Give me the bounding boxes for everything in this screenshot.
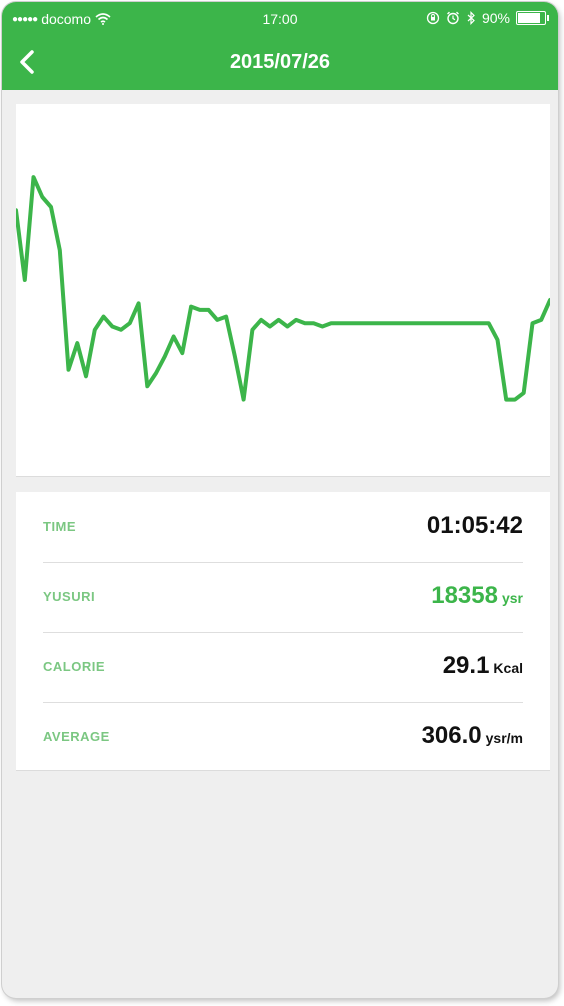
stat-row-average: AVERAGE 306.0 ysr/m — [43, 702, 523, 772]
stat-row-yusuri: YUSURI 18358 ysr — [43, 562, 523, 633]
battery-cap — [547, 15, 549, 21]
stat-number-yusuri: 18358 — [431, 582, 498, 609]
chart-series-line — [14, 175, 552, 402]
phone-screen: ●●●●● docomo 17:00 — [2, 2, 558, 998]
stat-unit-yusuri: ysr — [501, 590, 523, 606]
stat-unit-calorie: Kcal — [493, 660, 523, 676]
navigation-bar: 2015/07/26 — [2, 36, 558, 90]
stat-label-calorie: CALORIE — [43, 659, 105, 674]
bluetooth-icon — [467, 11, 475, 25]
stat-value-calorie: 29.1 Kcal — [443, 652, 523, 680]
stat-number-time: 01:05:42 — [426, 512, 523, 539]
stat-value-time: 01:05:42 — [427, 512, 523, 540]
stat-number-average: 306.0 — [421, 722, 482, 749]
stat-value-average: 306.0 ysr/m — [422, 722, 523, 750]
stat-label-yusuri: YUSURI — [43, 589, 96, 604]
stat-unit-average: ysr/m — [485, 730, 523, 746]
chevron-left-icon — [20, 50, 34, 74]
stat-row-time: TIME 01:05:42 — [43, 492, 523, 563]
stat-label-time: TIME — [43, 519, 77, 534]
alarm-icon — [447, 11, 459, 25]
signal-strength-icon: ●●●●● — [12, 13, 38, 25]
status-right: 90% — [426, 10, 549, 26]
orientation-lock-icon — [426, 11, 440, 25]
battery-percent: 90% — [481, 10, 510, 26]
status-bar: ●●●●● docomo 17:00 — [2, 2, 558, 36]
chart-card — [14, 104, 552, 477]
stat-value-yusuri: 18358 ysr — [431, 582, 523, 610]
stat-row-calorie: CALORIE 29.1 Kcal — [43, 632, 523, 703]
stat-label-average: AVERAGE — [43, 729, 110, 744]
status-left: ●●●●● docomo — [12, 11, 111, 27]
page-title: 2015/07/26 — [229, 51, 331, 73]
stats-card: TIME 01:05:42 YUSURI 18358 ysr CALORIE 29… — [16, 492, 550, 771]
battery-level — [518, 13, 540, 23]
wifi-icon — [95, 13, 111, 25]
status-time: 17:00 — [262, 11, 298, 27]
carrier-name: docomo — [41, 11, 92, 27]
back-button[interactable] — [12, 44, 48, 80]
battery-icon — [516, 11, 549, 25]
yusuri-line-chart — [14, 175, 552, 402]
stat-number-calorie: 29.1 — [442, 652, 490, 679]
